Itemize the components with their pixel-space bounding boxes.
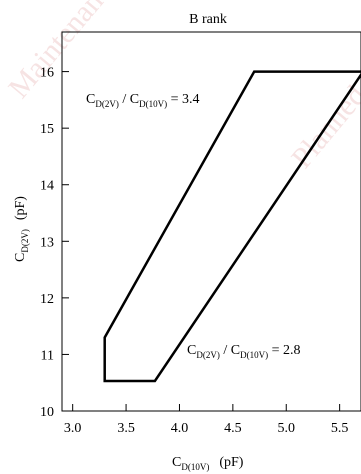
x-tick-label: 4.0 xyxy=(171,421,189,436)
y-axis: 10 11 12 13 14 15 16 xyxy=(40,66,69,420)
y-tick-label: 10 xyxy=(40,405,54,420)
ratio-3-4-sep: / xyxy=(119,92,130,107)
x-tick-label: 3.0 xyxy=(64,421,82,436)
x-axis: 3.0 3.5 4.0 4.5 5.0 5.5 xyxy=(64,404,348,436)
y-tick-label: 14 xyxy=(40,179,54,194)
x-tick-label: 5.5 xyxy=(331,421,349,436)
y-tick-label: 13 xyxy=(40,235,54,250)
ratio-3-4-c1: C xyxy=(86,92,95,107)
y-tick-label: 12 xyxy=(40,292,54,307)
y-axis-title: CD(2V) (pF) xyxy=(13,196,30,262)
x-tick-label: 4.5 xyxy=(224,421,242,436)
ratio-2-8-c1: C xyxy=(187,343,196,358)
plot-area xyxy=(61,31,361,412)
ratio-2-8-sub2: D(10V) xyxy=(240,350,268,360)
x-axis-title-main: C xyxy=(172,455,181,470)
x-tick-label: 5.0 xyxy=(278,421,296,436)
chart-title: B rank xyxy=(189,12,227,27)
y-tick-label: 15 xyxy=(40,122,54,137)
ratio-label-3-4: CD(2V) / CD(10V) = 3.4 xyxy=(86,92,199,109)
watermark-left: Maintenance xyxy=(2,0,127,104)
ratio-3-4-c2: C xyxy=(130,92,139,107)
ratio-label-2-8: CD(2V) / CD(10V) = 2.8 xyxy=(187,343,300,360)
x-axis-title-unit: (pF) xyxy=(219,455,243,470)
ratio-3-4-sub1: D(2V) xyxy=(95,99,119,109)
x-axis-title-sub: D(10V) xyxy=(181,462,209,472)
y-axis-title-main: C xyxy=(13,253,28,262)
ratio-3-4-value: = 3.4 xyxy=(167,92,199,107)
y-tick-label: 11 xyxy=(41,348,54,363)
b-rank-region xyxy=(103,70,361,383)
y-axis-title-sub: D(2V) xyxy=(20,229,30,253)
ratio-3-4-sub2: D(10V) xyxy=(139,99,167,109)
ratio-2-8-sep: / xyxy=(220,343,231,358)
x-tick-label: 3.5 xyxy=(117,421,135,436)
y-axis-title-unit: (pF) xyxy=(13,196,28,220)
ratio-2-8-c2: C xyxy=(231,343,240,358)
ratio-2-8-value: = 2.8 xyxy=(268,343,300,358)
y-tick-label: 16 xyxy=(40,66,54,81)
ratio-2-8-sub1: D(2V) xyxy=(196,350,220,360)
x-axis-title: CD(10V) (pF) xyxy=(172,455,244,472)
